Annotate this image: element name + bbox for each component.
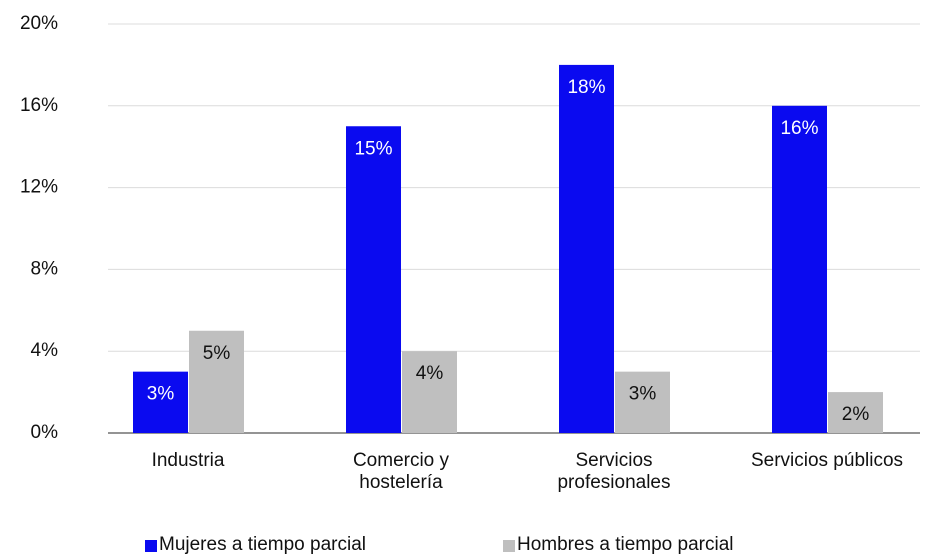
bar [133,371,188,433]
data-label: 15% [354,138,392,159]
x-tick-label: Industria [152,450,225,471]
bar [402,351,457,433]
data-label: 3% [629,384,657,405]
data-label: 16% [780,118,818,139]
legend-label: Hombres a tiempo parcial [517,534,733,554]
bar [615,371,670,433]
legend-label: Mujeres a tiempo parcial [159,534,366,554]
bar [559,64,614,434]
bar [189,330,244,433]
y-tick-label: 0% [31,422,59,443]
y-tick-label: 12% [20,177,58,198]
bar [828,392,883,433]
data-label: 5% [203,343,231,364]
x-tick-label: Comercio y [353,450,450,471]
x-tick-label: hostelería [359,472,443,493]
data-label: 18% [567,77,605,98]
legend-swatch [503,540,515,552]
y-tick-label: 4% [31,340,59,361]
x-tick-label: Servicios [575,450,652,471]
bar [772,105,827,434]
y-tick-label: 20% [20,13,58,34]
data-label: 3% [147,384,175,405]
legend-swatch [145,540,157,552]
bar [346,126,401,433]
x-tick-label: profesionales [557,472,670,493]
y-tick-label: 8% [31,258,59,279]
data-label: 4% [416,363,444,384]
data-label: 2% [842,404,870,425]
y-tick-label: 16% [20,95,58,116]
x-tick-label: Servicios públicos [751,450,903,471]
